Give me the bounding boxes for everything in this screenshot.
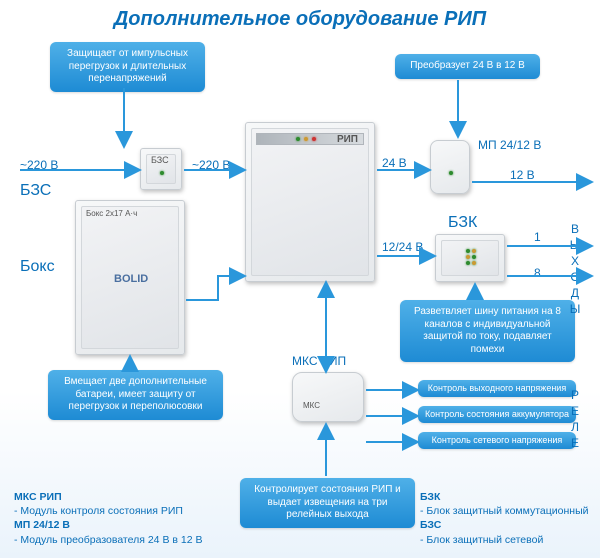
legend-left-h1: МКС РИП [14, 491, 62, 503]
device-boks: Бокс 2x17 А·ч BOLID [75, 200, 185, 355]
legend-right-h2: БЗС [420, 519, 441, 531]
label-1224v: 12/24 В [382, 240, 423, 254]
label-out8: 8 [534, 266, 541, 280]
device-mp2412 [430, 140, 470, 194]
page-title: Дополнительное оборудование РИП [0, 8, 600, 31]
legend-right-l1: - Блок защитный коммутационный [420, 505, 589, 517]
relay-label-2: Контроль состояния аккумулятора [418, 406, 576, 423]
label-boks-name: Бокс [20, 258, 55, 276]
legend-left-h2: МП 24/12 В [14, 519, 70, 531]
device-rip-label: РИП [337, 134, 358, 145]
legend-left-l2: - Модуль преобразователя 24 В в 12 В [14, 534, 202, 546]
label-220-left: ~220 В [20, 158, 58, 172]
label-mp-top: МП 24/12 В [478, 138, 541, 152]
callout-mks: Контролирует состояния РИП и выдает изве… [240, 478, 415, 528]
legend-left: МКС РИП - Модуль контроля состояния РИП … [14, 490, 239, 547]
label-bzs-name: БЗС [20, 182, 51, 200]
callout-boks: Вмещает две дополнительные батареи, имее… [48, 370, 223, 420]
device-bzs: БЗС [140, 148, 182, 190]
device-mks: МКС [292, 372, 364, 422]
label-220-mid: ~220 В [192, 158, 230, 172]
device-boks-label: Бокс 2x17 А·ч [86, 209, 137, 218]
device-rip: РИП [245, 122, 375, 282]
callout-mp2412: Преобразует 24 В в 12 В [395, 54, 540, 79]
label-outputs-vertical: ВЫХОДЫ [568, 222, 582, 318]
legend-right-h1: БЗК [420, 491, 440, 503]
device-boks-brand: BOLID [114, 273, 148, 285]
arrow-boks-to-rip [186, 276, 243, 300]
label-out1: 1 [534, 230, 541, 244]
callout-bzs: Защищает от импульсных перегрузок и длит… [50, 42, 205, 92]
relay-label-1: Контроль выходного напряжения [418, 380, 576, 397]
label-bzk-name: БЗК [448, 214, 477, 232]
device-bzk [435, 234, 505, 282]
label-24v: 24 В [382, 156, 407, 170]
legend-left-l1: - Модуль контроля состояния РИП [14, 505, 183, 517]
label-mks-name: МКС РИП [292, 354, 346, 368]
legend-right-l2: - Блок защитный сетевой [420, 534, 543, 546]
diagram-canvas: Дополнительное оборудование РИП Защищает… [0, 0, 600, 558]
label-12v: 12 В [510, 168, 535, 182]
legend-right: БЗК - Блок защитный коммутационный БЗС -… [420, 490, 595, 547]
relay-label-3: Контроль сетевого напряжения [418, 432, 576, 449]
device-bzs-label: БЗС [151, 155, 169, 165]
callout-bzk: Разветвляет шину питания на 8 каналов с … [400, 300, 575, 362]
device-mks-label: МКС [303, 401, 320, 410]
label-relays-vertical: РЕЛЕ [568, 388, 582, 452]
